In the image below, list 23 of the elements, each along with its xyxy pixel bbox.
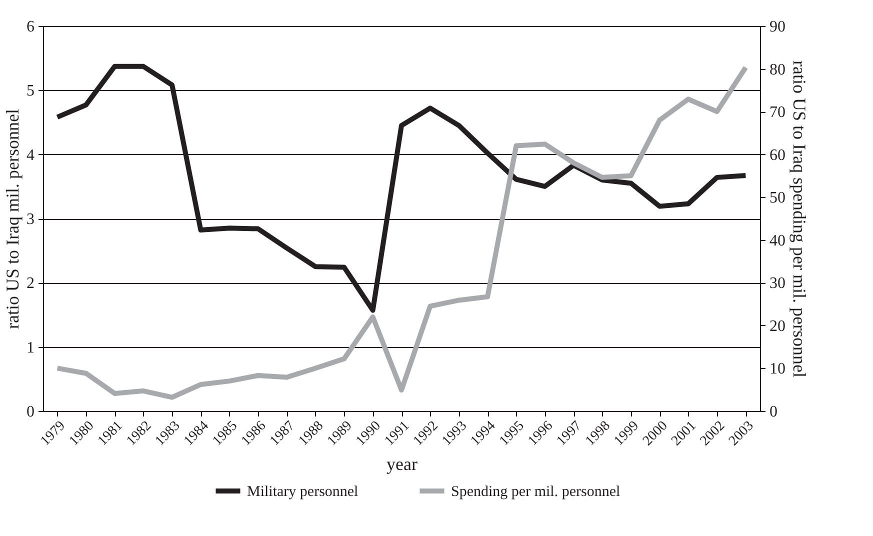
y-axis-title: ratio US to Iraq mil. personnel [2,109,22,329]
legend-label: Spending per mil. personnel [451,484,620,500]
y2-tick-label: 60 [770,146,786,164]
y-tick-label: 4 [26,146,34,164]
y2-tick-label: 40 [770,232,786,250]
x-tick-label: 1981 [95,418,126,449]
y2-tick-label: 70 [770,104,786,122]
y-tick-label: 1 [26,339,34,356]
y2-axis-title: ratio US to Iraq spending per mil. personnel [790,60,810,378]
y-tick-label: 6 [26,18,34,36]
x-axis-title: year [386,454,418,474]
legend-label: Military personnel [247,484,358,500]
y-tick-label: 3 [26,211,34,228]
y2-tick-label: 30 [770,275,786,292]
y-tick-label: 0 [26,404,34,420]
y2-tick-label: 80 [770,61,786,78]
y2-tick-label: 90 [770,18,786,36]
y2-tick-label: 20 [770,318,786,335]
y2-tick-label: 0 [770,404,778,420]
y2-tick-label: 10 [770,360,786,378]
y-tick-label: 2 [26,275,34,292]
y-tick-label: 5 [26,82,34,100]
y2-tick-label: 50 [770,190,786,207]
